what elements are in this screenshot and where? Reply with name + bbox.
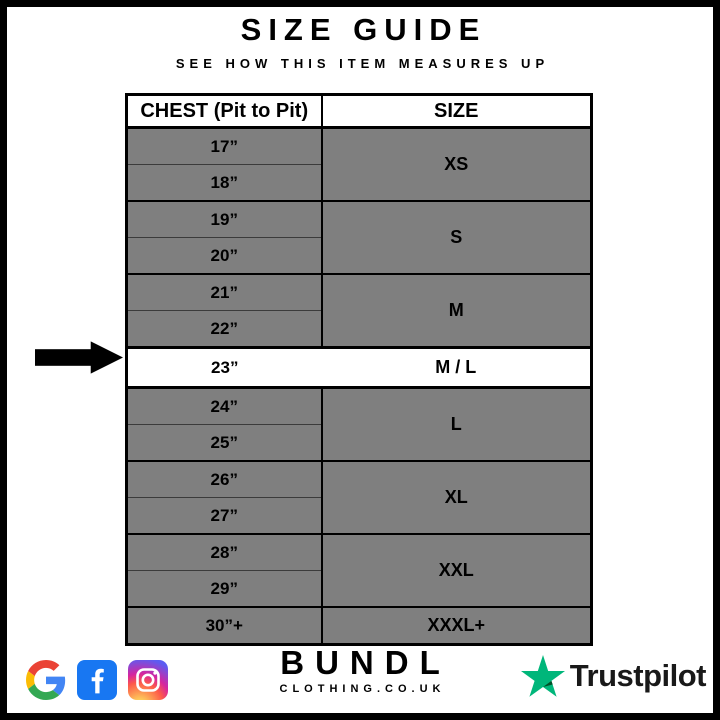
highlight-arrow-icon	[35, 341, 123, 374]
chest-cell: 26”	[126, 460, 323, 498]
size-cell: XXL	[321, 533, 592, 607]
chest-cell: 27”	[126, 497, 323, 534]
size-guide-table: CHEST (Pit to Pit) SIZE 17” XS 18” 19” S…	[125, 93, 593, 646]
size-cell: XL	[321, 460, 592, 534]
table-row: 20”	[126, 237, 592, 274]
chest-cell: 19”	[126, 200, 323, 238]
trustpilot-star-icon	[520, 655, 565, 697]
instagram-icon[interactable]	[128, 660, 168, 700]
table-row: 17” XS	[126, 126, 592, 201]
size-cell-highlighted: M / L	[321, 346, 592, 389]
table-row: 28” XXL	[126, 533, 592, 607]
chest-cell: 28”	[126, 533, 323, 571]
table-row: 24” L	[126, 386, 592, 461]
brand-domain: CLOTHING.CO.UK	[279, 683, 446, 695]
trustpilot-label: Trustpilot	[569, 658, 707, 693]
page-subtitle: SEE HOW THIS ITEM MEASURES UP	[175, 56, 550, 71]
chest-cell: 20”	[126, 237, 323, 274]
brand-name: BUNDL	[280, 644, 451, 681]
google-icon[interactable]	[26, 660, 66, 700]
table-row: 26” XL	[126, 460, 592, 534]
table-header-row: CHEST (Pit to Pit) SIZE	[126, 94, 592, 129]
table-row: 29”	[126, 570, 592, 607]
chest-cell: 29”	[126, 570, 323, 607]
table-row: 30”+ XXXL+	[126, 606, 592, 645]
size-cell: S	[321, 200, 592, 274]
chest-cell-highlighted: 23”	[126, 346, 322, 389]
chest-cell: 18”	[126, 164, 323, 201]
column-header-chest: CHEST (Pit to Pit)	[126, 94, 323, 129]
size-cell: L	[321, 386, 592, 461]
table-row: 18”	[126, 164, 592, 201]
brand-logo: BUNDL CLOTHING.CO.UK	[0, 646, 720, 695]
table-row: 22”	[126, 310, 592, 348]
size-cell: XXXL+	[321, 606, 592, 645]
table-row: 21” M	[126, 273, 592, 348]
column-header-size: SIZE	[321, 94, 592, 129]
table-row: 25”	[126, 424, 592, 461]
chest-cell: 24”	[126, 386, 323, 425]
size-cell: M	[321, 273, 592, 348]
chest-cell: 17”	[126, 126, 323, 165]
chest-cell: 25”	[126, 424, 323, 461]
table-row-highlighted: 23” M / L	[126, 346, 592, 389]
size-cell: XS	[321, 126, 592, 201]
table-row: 27”	[126, 497, 592, 534]
facebook-icon[interactable]	[77, 660, 117, 700]
trustpilot-logo[interactable]: Trustpilot	[520, 654, 707, 698]
chest-cell: 30”+	[126, 606, 323, 645]
social-icons	[26, 660, 168, 700]
chest-cell: 21”	[126, 273, 323, 311]
page-title: SIZE GUIDE	[240, 12, 487, 47]
table-row: 19” S	[126, 200, 592, 274]
chest-cell: 22”	[126, 310, 323, 348]
